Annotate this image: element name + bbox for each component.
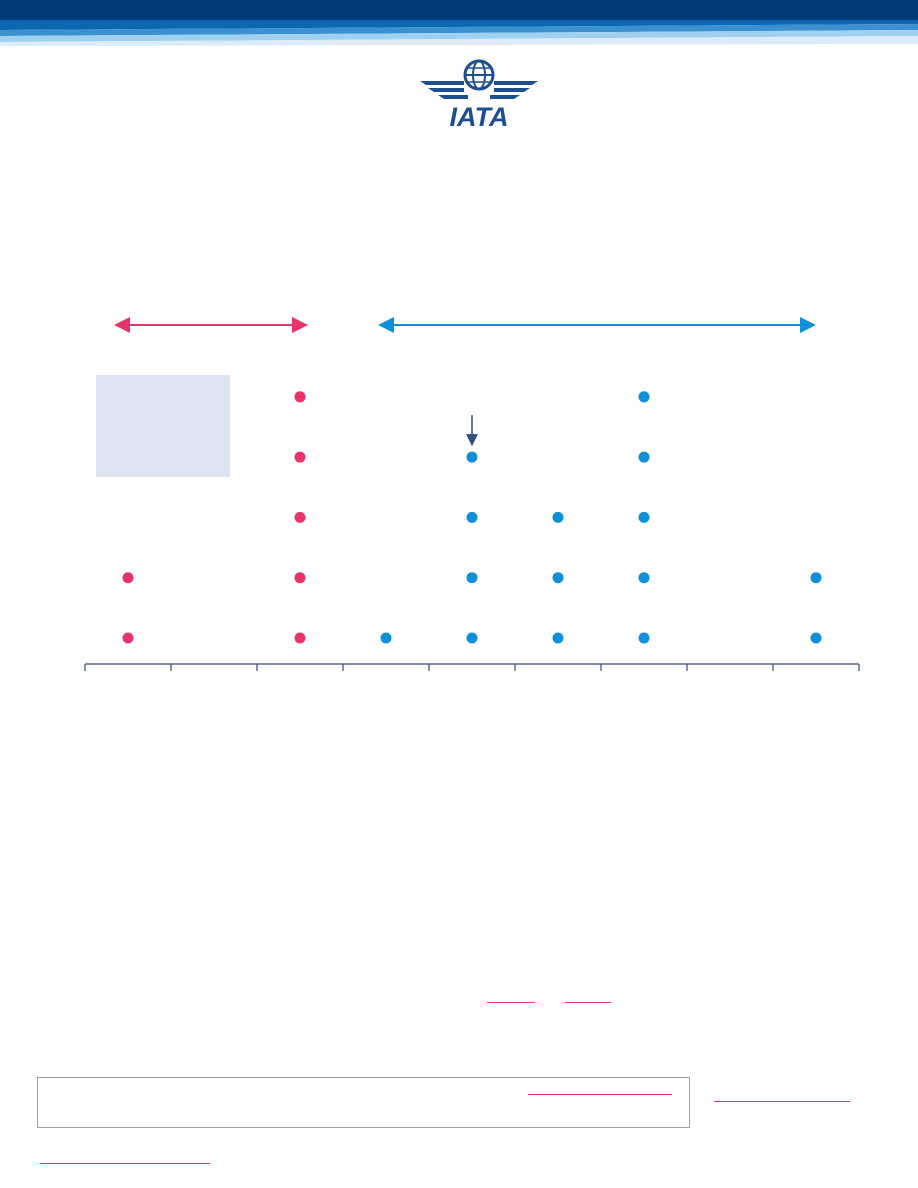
iata-logo: IATA <box>418 55 540 132</box>
data-point <box>380 632 392 644</box>
data-point <box>552 632 564 644</box>
data-point <box>552 511 564 523</box>
footer-link-underline[interactable] <box>40 1163 210 1164</box>
data-point <box>552 572 564 584</box>
footer-notice-box <box>37 1077 690 1128</box>
data-point <box>294 572 306 584</box>
shaded-region <box>96 375 230 477</box>
footer-link-underline[interactable] <box>714 1101 850 1102</box>
data-point <box>294 632 306 644</box>
data-point <box>638 511 650 523</box>
data-point <box>638 632 650 644</box>
text-link-underline[interactable] <box>565 1002 611 1003</box>
data-point <box>294 391 306 403</box>
data-point <box>638 391 650 403</box>
data-point <box>638 451 650 463</box>
data-point <box>294 511 306 523</box>
dot-plot-chart <box>84 317 860 671</box>
data-point <box>810 632 822 644</box>
data-point <box>466 632 478 644</box>
footer-link-underline[interactable] <box>528 1094 672 1095</box>
data-point <box>466 451 478 463</box>
text-link-underline[interactable] <box>487 1002 535 1003</box>
logo-text: IATA <box>450 102 509 130</box>
data-point <box>122 572 134 584</box>
data-point <box>810 572 822 584</box>
header-band <box>0 0 918 50</box>
data-point <box>122 632 134 644</box>
data-point <box>638 572 650 584</box>
data-point <box>466 511 478 523</box>
data-point <box>466 572 478 584</box>
data-point <box>294 451 306 463</box>
